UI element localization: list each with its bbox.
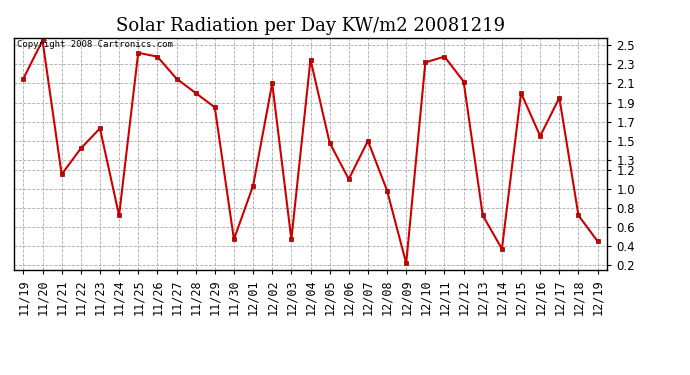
Text: Copyright 2008 Cartronics.com: Copyright 2008 Cartronics.com xyxy=(17,40,172,49)
Title: Solar Radiation per Day KW/m2 20081219: Solar Radiation per Day KW/m2 20081219 xyxy=(116,16,505,34)
